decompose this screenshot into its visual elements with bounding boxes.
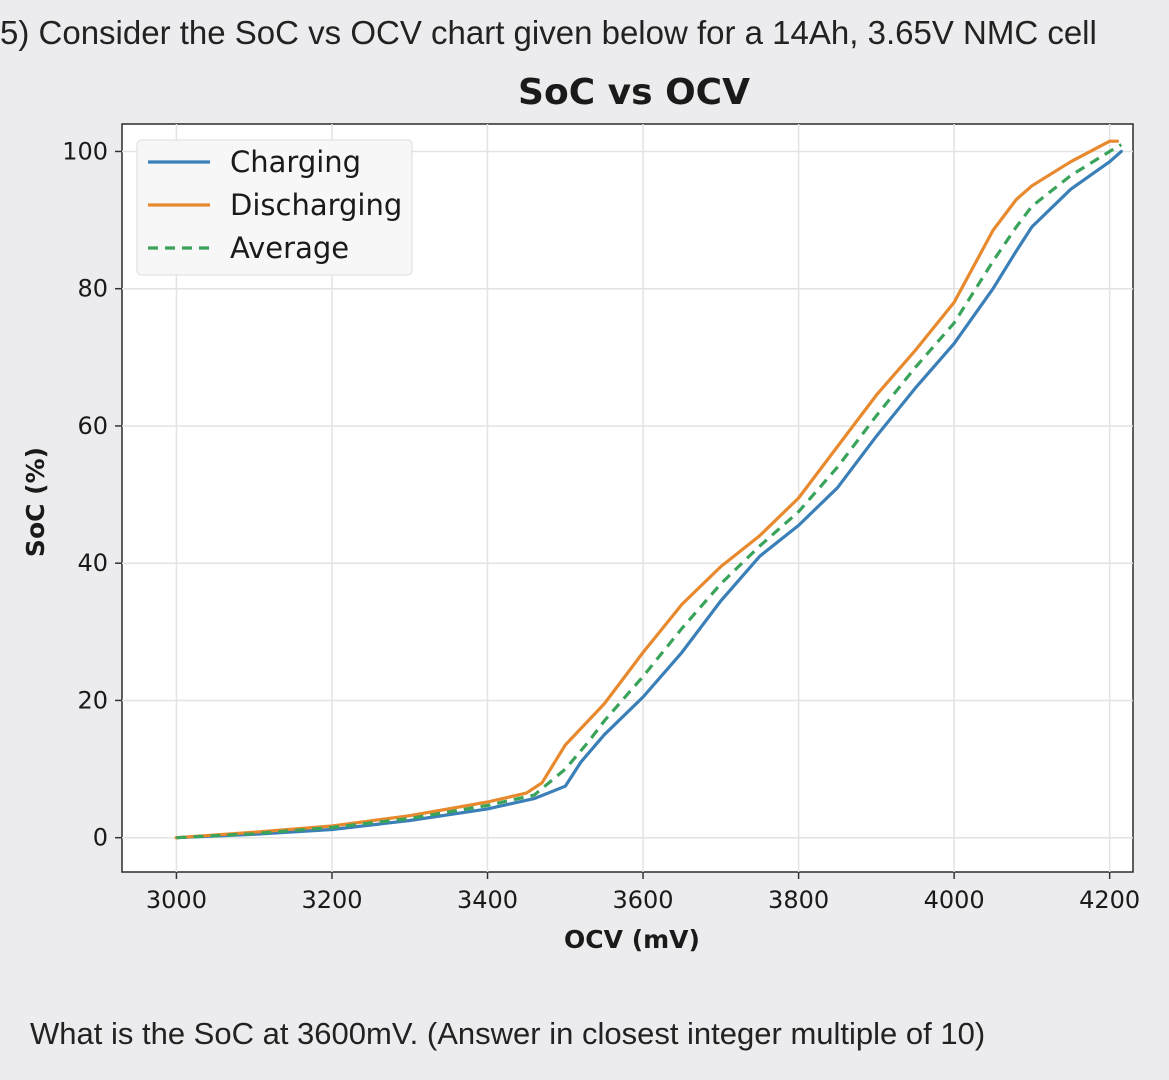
y-axis-label: SoC (%): [21, 447, 50, 557]
x-tick-label: 3400: [457, 886, 518, 914]
axis-ticks: 3000 3200 3400 3600 3800 4000 4200 0 20 40 60 80 100: [62, 137, 1140, 914]
series-lines: [174, 139, 1123, 840]
question-text: 5) Consider the SoC vs OCV chart given b…: [0, 14, 1097, 51]
legend: Charging Discharging Average: [136, 139, 413, 276]
y-tick-label: 80: [77, 275, 108, 303]
y-tick-label: 0: [93, 824, 108, 852]
legend-label-discharging: Discharging: [230, 188, 402, 222]
y-tick-label: 100: [62, 137, 108, 165]
y-tick-label: 40: [77, 549, 108, 577]
y-tick-label: 60: [77, 412, 108, 440]
x-tick-label: 3200: [301, 886, 362, 914]
x-axis-label: OCV (mV): [564, 925, 700, 954]
x-tick-label: 3000: [146, 886, 207, 914]
grid: [122, 124, 1133, 872]
chart-title: SoC vs OCV: [518, 72, 750, 113]
y-tick-label: 20: [77, 686, 108, 714]
series-line-charging: [174, 149, 1123, 840]
x-tick-label: 3800: [768, 886, 829, 914]
series-line-average: [176, 143, 1123, 840]
soc-ocv-chart: SoC vs OCV 3000 3200 3400 3600 3800 4000 4200 0…: [21, 72, 1140, 954]
answer-prompt: What is the SoC at 3600mV. (Answer in cl…: [30, 1016, 986, 1051]
legend-box: [136, 139, 413, 276]
legend-label-average: Average: [230, 231, 349, 265]
x-tick-label: 3600: [613, 886, 674, 914]
x-tick-label: 4000: [924, 886, 985, 914]
series-line-discharging: [174, 139, 1120, 840]
x-tick-label: 4200: [1079, 886, 1140, 914]
legend-label-charging: Charging: [230, 145, 361, 179]
